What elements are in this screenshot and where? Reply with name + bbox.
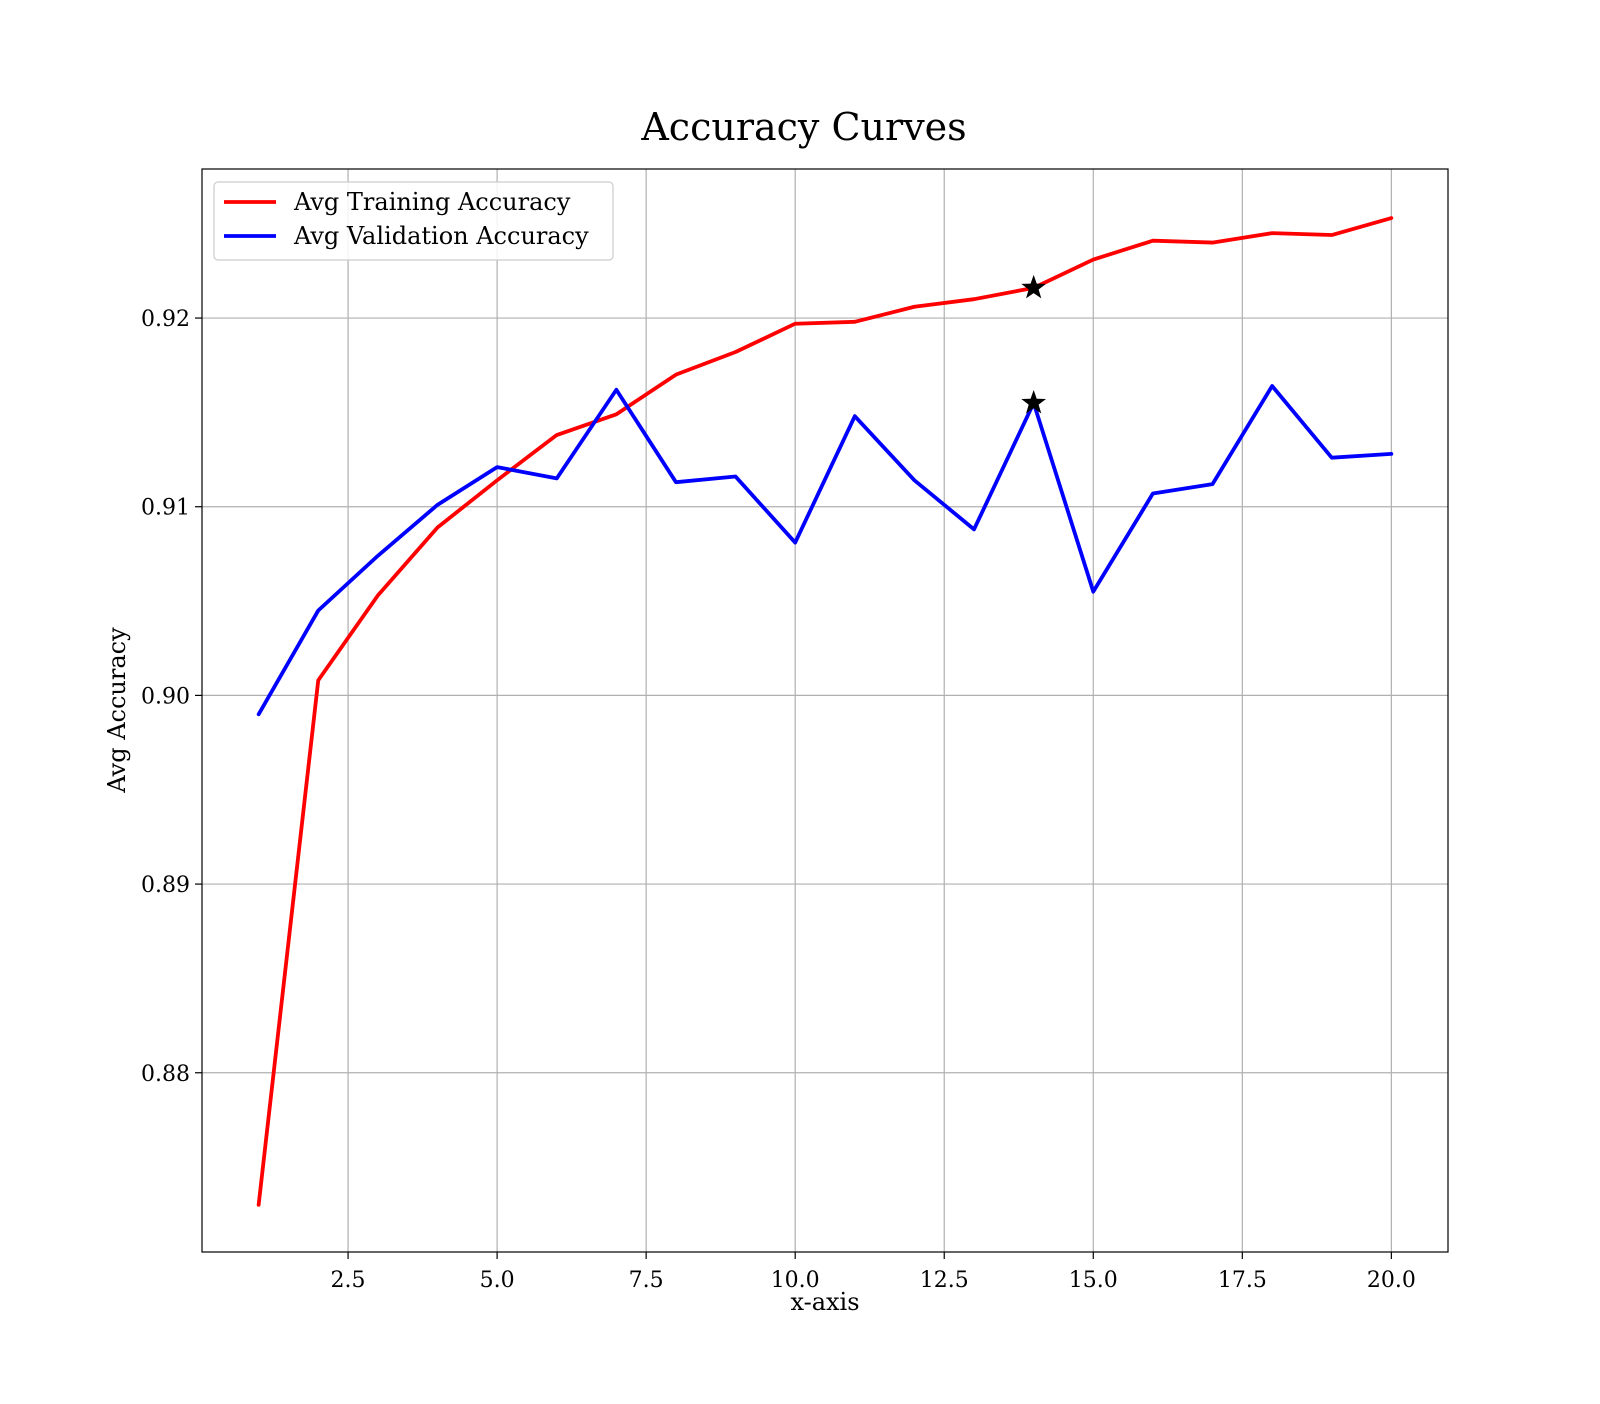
y-tick-label: 0.88 (141, 1062, 190, 1087)
chart-title: Accuracy Curves (640, 105, 966, 149)
y-tick-label: 0.90 (141, 684, 190, 709)
y-tick-label: 0.91 (141, 496, 190, 521)
x-tick-label: 10.0 (771, 1268, 820, 1293)
x-tick-label: 7.5 (629, 1268, 664, 1293)
legend-label: Avg Training Accuracy (293, 188, 571, 216)
x-tick-label: 15.0 (1069, 1268, 1118, 1293)
y-tick-label: 0.89 (141, 873, 190, 898)
y-axis-label: Avg Accuracy (103, 627, 131, 794)
x-tick-label: 12.5 (920, 1268, 969, 1293)
plot-area-frame (201, 168, 1449, 1253)
training-accuracy-line (256, 216, 1394, 1207)
y-tick-label: 0.92 (141, 307, 190, 332)
x-tick-label: 17.5 (1218, 1268, 1267, 1293)
x-tick-label: 5.0 (480, 1268, 515, 1293)
x-tick-label: 2.5 (331, 1268, 366, 1293)
legend-label: Avg Validation Accuracy (293, 222, 589, 250)
legend-box (213, 181, 614, 261)
x-axis-label: x-axis (790, 1288, 859, 1316)
star-marker (1021, 389, 1047, 414)
validation-accuracy-line (256, 384, 1394, 717)
x-tick-label: 20.0 (1367, 1268, 1416, 1293)
star-marker (1021, 274, 1047, 299)
